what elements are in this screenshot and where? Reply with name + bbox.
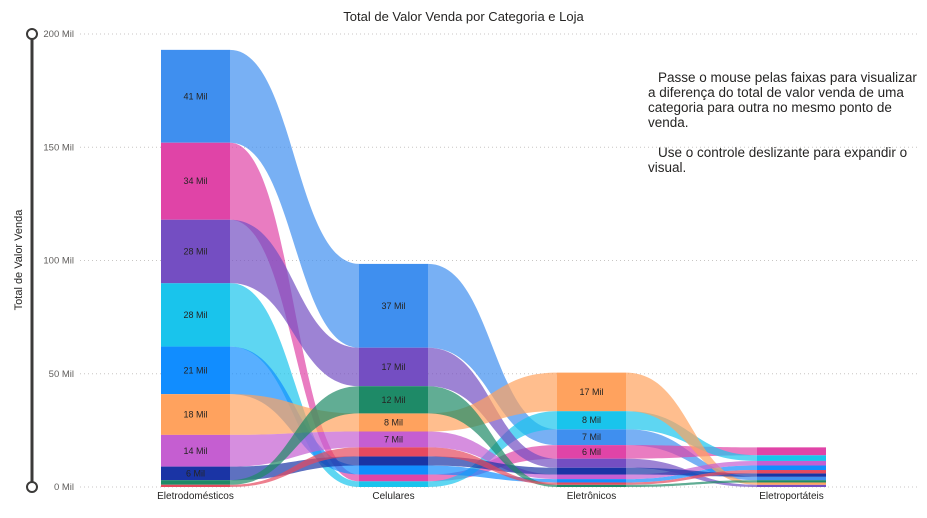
data-label: 17 Mil [579,387,603,397]
x-category-label: Celulares [372,491,414,502]
bar-segment[interactable] [161,283,230,347]
ribbon[interactable] [230,49,359,348]
help-text-slider: Use o controle deslizante para expandir … [648,145,908,175]
ribbon[interactable] [626,372,757,485]
y-tick-label: 150 Mil [43,142,74,153]
y-tick-label: 200 Mil [43,29,74,40]
data-label: 6 Mil [186,468,205,478]
bar-segment[interactable] [359,263,428,348]
bar-segment[interactable] [757,465,826,471]
bar-segment[interactable] [161,219,230,284]
ribbon[interactable] [428,447,557,485]
data-label: 34 Mil [183,176,207,186]
bar-segment[interactable] [359,386,428,414]
chart-title: Total de Valor Venda por Categoria e Loj… [343,9,584,24]
bar-segment[interactable] [557,458,626,468]
bar-segment[interactable] [757,480,826,483]
data-label: 28 Mil [183,246,207,256]
bar-segment[interactable] [757,482,826,485]
data-label: 17 Mil [381,362,405,372]
bar-segment[interactable] [557,411,626,430]
y-tick-label: 50 Mil [49,369,74,380]
ribbon[interactable] [428,263,557,446]
bar-segment[interactable] [359,447,428,457]
data-label: 41 Mil [183,91,207,101]
bar-segment[interactable] [359,456,428,466]
bar-segment[interactable] [557,482,626,485]
y-axis-ticks: 0 Mil 50 Mil 100 Mil 150 Mil 200 Mil [43,29,74,493]
data-label: 8 Mil [582,415,601,425]
bar-segment[interactable] [557,445,626,459]
x-category-label: Eletroportáteis [759,491,823,502]
slider-bottom-handle[interactable] [26,481,38,493]
bar-segment[interactable] [757,460,826,466]
bar-segment[interactable] [757,473,826,477]
ribbon[interactable] [428,386,557,487]
ribbon[interactable] [626,480,757,487]
ribbon[interactable] [626,470,757,485]
bar-segment[interactable] [757,476,826,481]
y-tick-label: 0 Mil [54,482,74,493]
bar-segment[interactable] [359,431,428,448]
data-label: 28 Mil [183,310,207,320]
bar-segment[interactable] [557,429,626,446]
data-label: 21 Mil [183,365,207,375]
bar-segment[interactable] [161,394,230,435]
bar-segment[interactable] [161,49,230,143]
data-label: 7 Mil [582,432,601,442]
bar-segment[interactable] [557,467,626,475]
help-text: Passe o mouse pelas faixas para visualiz… [648,70,923,190]
x-axis-categories: Eletrodomésticos Celulares Eletrônicos Elet… [157,491,824,502]
bar-segment[interactable] [557,479,626,483]
data-labels: 41 Mil 34 Mil 28 Mil 28 Mil 21 Mil 18 Mil 14 M… [183,91,603,478]
bar-segment[interactable] [161,480,230,485]
y-tick-label: 100 Mil [43,256,74,267]
ribbon[interactable] [428,431,557,480]
bar-segment[interactable] [161,434,230,467]
data-label: 12 Mil [381,395,405,405]
ribbon[interactable] [230,394,359,435]
bar-segment[interactable] [359,413,428,432]
data-label: 8 Mil [384,417,403,427]
bar-segment[interactable] [161,346,230,395]
bar-segment[interactable] [557,474,626,480]
data-label: 37 Mil [381,301,405,311]
bar-segment[interactable] [161,484,230,487]
ribbon[interactable] [230,386,359,485]
bar-segment[interactable] [359,474,428,482]
zoom-slider[interactable] [26,28,38,493]
data-label: 18 Mil [183,410,207,420]
data-label: 14 Mil [183,446,207,456]
stacked-bars [161,49,826,487]
ribbon[interactable] [230,219,359,387]
bar-segment[interactable] [161,142,230,220]
data-label: 6 Mil [582,447,601,457]
slider-top-handle[interactable] [26,28,38,40]
ribbon[interactable] [230,283,359,487]
bar-segment[interactable] [557,484,626,487]
bar-segment[interactable] [359,465,428,475]
ribbon[interactable] [230,447,359,487]
ribbons [230,49,757,487]
bar-segment[interactable] [161,466,230,481]
help-text-hover: Passe o mouse pelas faixas para visualiz… [648,70,917,130]
bar-segment[interactable] [757,484,826,487]
x-category-label: Eletrodomésticos [157,491,234,502]
bar-segment[interactable] [359,481,428,487]
bar-segment[interactable] [359,347,428,387]
bar-segment[interactable] [557,372,626,412]
data-label: 7 Mil [384,434,403,444]
x-category-label: Eletrônicos [567,491,616,502]
bar-segment[interactable] [757,455,826,461]
bar-segment[interactable] [757,470,826,474]
bar-segment[interactable] [757,447,826,456]
